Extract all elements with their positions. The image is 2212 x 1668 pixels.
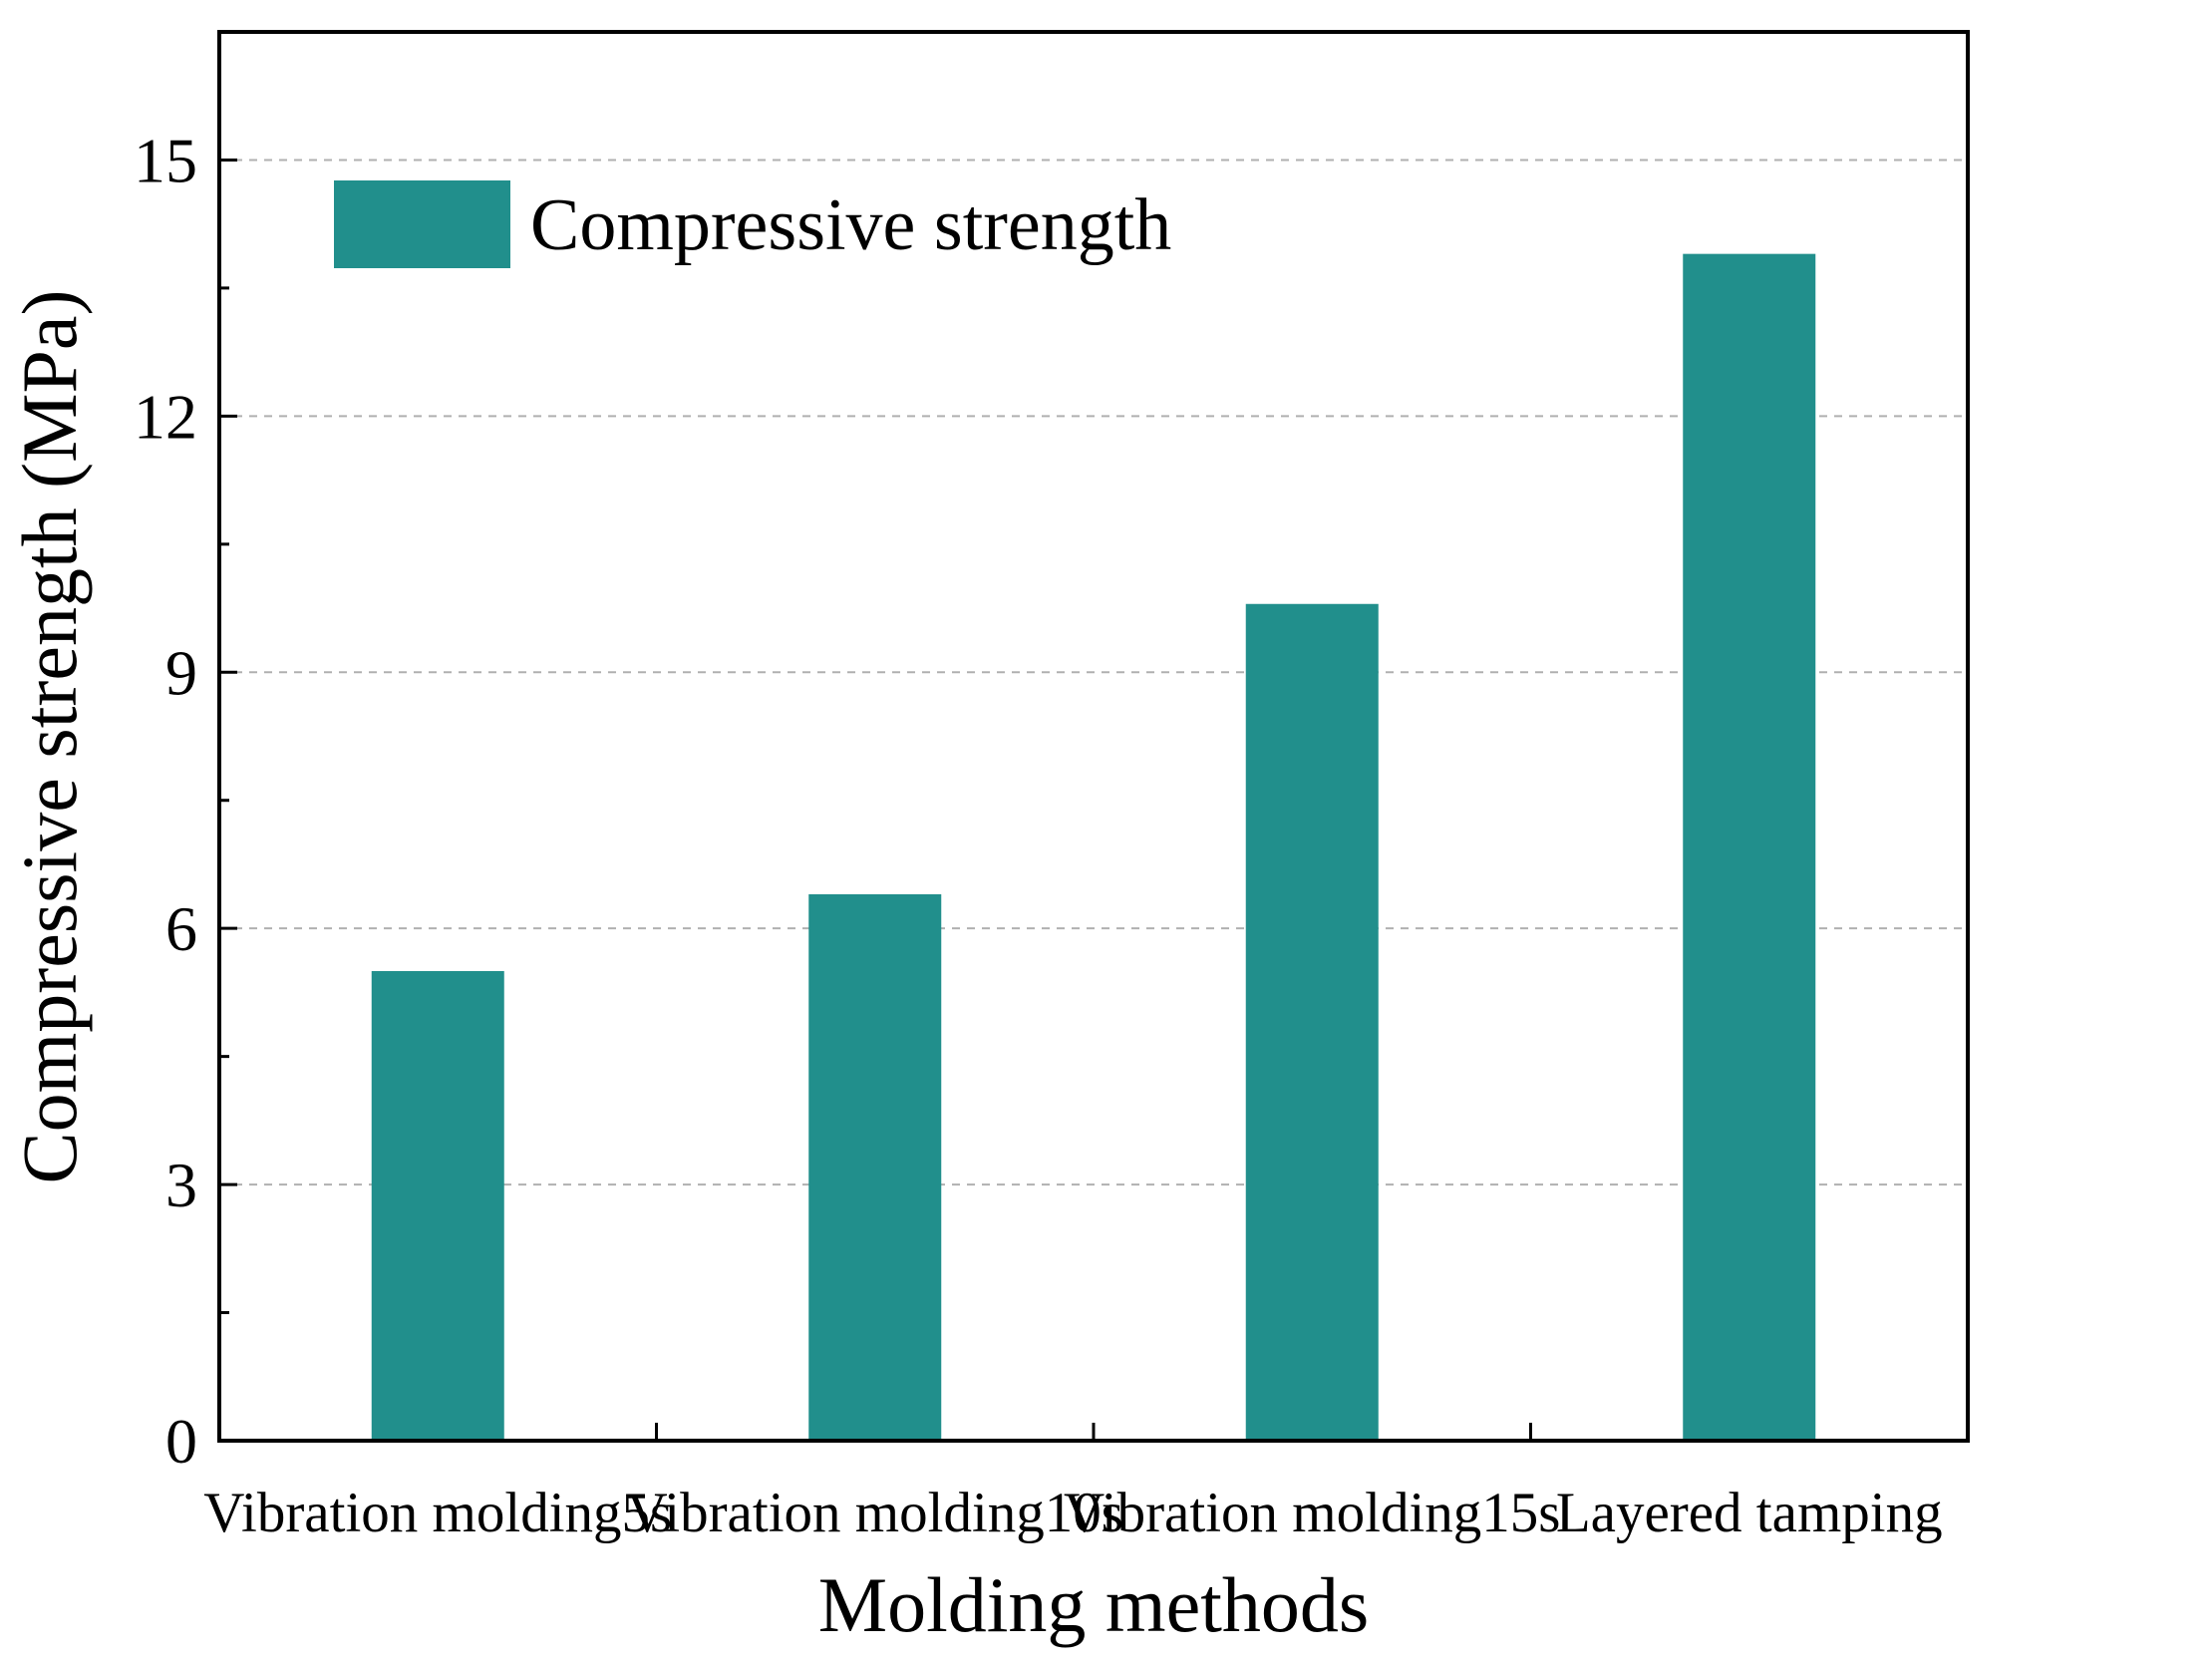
y-tick-label: 0 (165, 1406, 197, 1477)
y-tick-label: 12 (134, 381, 197, 452)
y-tick-label: 3 (165, 1150, 197, 1220)
legend-label: Compressive strength (530, 184, 1171, 266)
bar-1 (371, 971, 504, 1441)
legend: Compressive strength (334, 180, 1171, 268)
y-tick-label: 6 (165, 893, 197, 964)
y-axis-title: Compressive strength (MPa) (6, 290, 93, 1184)
bar-2 (808, 893, 942, 1441)
x-tick-label: Layered tamping (1556, 1482, 1943, 1544)
y-tick-label: 15 (134, 125, 197, 195)
x-axis-title: Molding methods (818, 1561, 1370, 1648)
gridlines (219, 159, 1968, 1186)
x-tick-label: Vibration molding10s (627, 1482, 1123, 1544)
y-axis-ticks: 0 3 6 9 12 15 (134, 125, 237, 1477)
legend-swatch (334, 180, 510, 268)
x-tick-label: Vibration molding5s (203, 1482, 672, 1544)
x-tick-label: Vibration molding15s (1064, 1482, 1560, 1544)
y-tick-label: 9 (165, 637, 197, 708)
bar-4 (1683, 253, 1816, 1441)
bars (371, 253, 1816, 1441)
bar-3 (1245, 603, 1379, 1441)
